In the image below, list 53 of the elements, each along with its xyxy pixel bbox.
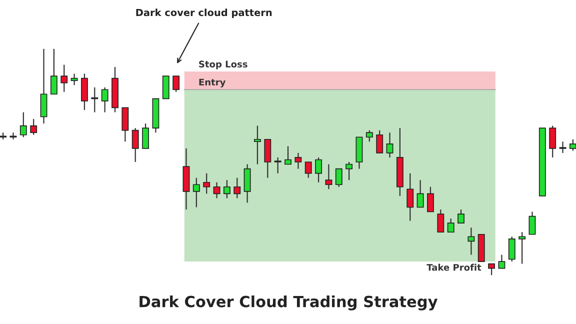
candlestick bbox=[203, 172, 210, 194]
candlestick bbox=[172, 75, 180, 92]
candlestick bbox=[284, 146, 292, 165]
candlestick bbox=[213, 182, 220, 199]
candlestick bbox=[80, 73, 88, 111]
candlestick bbox=[20, 112, 27, 138]
candlestick bbox=[437, 208, 444, 233]
candlestick bbox=[416, 180, 424, 208]
candlestick bbox=[498, 254, 506, 269]
candlestick bbox=[508, 236, 516, 262]
candlestick bbox=[468, 227, 475, 256]
candlestick bbox=[335, 168, 342, 188]
candlestick bbox=[304, 161, 312, 178]
candlestick bbox=[294, 152, 302, 170]
candlestick bbox=[559, 141, 566, 154]
candlestick bbox=[274, 156, 282, 174]
candlestick bbox=[40, 48, 48, 124]
candlestick bbox=[192, 177, 200, 208]
candlestick bbox=[162, 76, 170, 100]
candlestick bbox=[315, 156, 322, 183]
candlestick bbox=[569, 138, 576, 152]
candlestick bbox=[518, 232, 526, 264]
candlestick bbox=[376, 130, 384, 154]
candlestick bbox=[447, 218, 454, 233]
candlestick bbox=[264, 138, 272, 178]
candlestick bbox=[427, 186, 434, 212]
text: Dark cover cloud pattern bbox=[136, 8, 272, 18]
ref-line-label: Entry bbox=[199, 78, 226, 88]
candlestick bbox=[488, 263, 496, 276]
text: Dark Cover Cloud Trading Strategy bbox=[140, 295, 438, 310]
candlestick bbox=[132, 128, 139, 163]
candlestick bbox=[254, 125, 261, 165]
candlestick bbox=[528, 211, 536, 235]
band-label: Take Profit bbox=[426, 264, 482, 271]
candlestick bbox=[223, 180, 230, 199]
band-label: Stop Loss bbox=[199, 60, 248, 70]
candlestick bbox=[244, 164, 251, 204]
candlestick bbox=[142, 122, 149, 149]
candlestick bbox=[50, 48, 58, 95]
candlestick bbox=[234, 177, 241, 199]
candlestick bbox=[101, 86, 108, 113]
candlestick bbox=[122, 107, 129, 142]
candlestick bbox=[60, 64, 68, 92]
candlestick bbox=[406, 172, 414, 222]
candlestick bbox=[366, 130, 373, 142]
candlestick bbox=[30, 118, 38, 136]
candlestick bbox=[386, 132, 394, 158]
candlestick bbox=[549, 125, 556, 158]
candlestick bbox=[70, 73, 78, 86]
candlestick bbox=[325, 164, 332, 190]
candlestick bbox=[346, 161, 353, 181]
candlestick bbox=[458, 208, 464, 224]
candlestick bbox=[91, 86, 98, 113]
